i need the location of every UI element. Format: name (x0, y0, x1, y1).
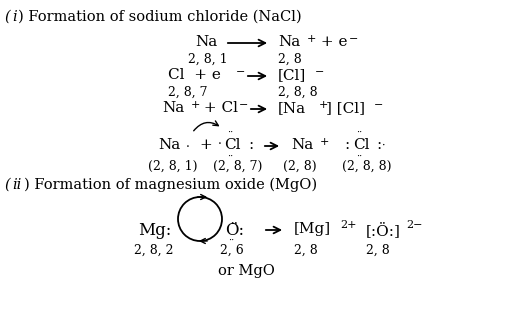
Text: 2, 8: 2, 8 (278, 53, 302, 66)
Text: ··: ·· (228, 236, 234, 245)
Text: Mg:: Mg: (138, 222, 171, 239)
Text: 2, 8: 2, 8 (366, 244, 390, 257)
Text: Cl: Cl (224, 138, 240, 152)
Text: −: − (315, 67, 324, 77)
Text: ) Formation of sodium chloride (NaCl): ) Formation of sodium chloride (NaCl) (18, 10, 302, 24)
Text: −: − (239, 100, 248, 110)
Text: 2+: 2+ (340, 220, 356, 230)
Text: (: ( (4, 178, 10, 192)
Text: Cl  + e: Cl + e (168, 68, 221, 82)
Text: Na: Na (162, 101, 184, 115)
Text: 2, 8, 1: 2, 8, 1 (188, 53, 228, 66)
Text: ··: ·· (356, 128, 362, 137)
Text: or MgO: or MgO (218, 264, 275, 278)
Text: +: + (199, 138, 212, 152)
Text: ·: · (382, 141, 385, 151)
Text: :: : (248, 138, 253, 152)
Text: −: − (236, 67, 245, 77)
Text: −: − (349, 34, 359, 44)
Text: + Cl: + Cl (199, 101, 238, 115)
Text: ) Formation of magnesium oxide (MgO): ) Formation of magnesium oxide (MgO) (24, 178, 317, 192)
Text: ] [Cl]: ] [Cl] (326, 101, 365, 115)
Text: 2, 8, 2: 2, 8, 2 (134, 244, 173, 257)
Text: 2, 8, 8: 2, 8, 8 (278, 86, 318, 99)
Text: i: i (12, 10, 17, 24)
Text: 2, 6: 2, 6 (220, 244, 244, 257)
Text: (2, 8): (2, 8) (283, 160, 317, 173)
Text: Na: Na (158, 138, 180, 152)
Text: [Mg]: [Mg] (294, 222, 331, 236)
Text: +: + (307, 34, 317, 44)
Text: [Na: [Na (278, 101, 306, 115)
Text: Na: Na (278, 35, 300, 49)
Text: :: : (376, 138, 381, 152)
Text: 2, 8: 2, 8 (294, 244, 318, 257)
Text: ii: ii (12, 178, 21, 192)
Text: (: ( (4, 10, 10, 24)
Text: Ö:: Ö: (225, 222, 244, 239)
Text: (2, 8, 8): (2, 8, 8) (342, 160, 392, 173)
Text: [Cl]: [Cl] (278, 68, 306, 82)
Text: 2−: 2− (406, 220, 423, 230)
Text: −: − (374, 100, 383, 110)
Text: ·: · (186, 141, 190, 154)
Text: + e: + e (316, 35, 348, 49)
Text: :: : (344, 138, 349, 152)
Text: ··: ·· (227, 128, 233, 137)
FancyArrowPatch shape (194, 121, 218, 131)
Text: +: + (320, 137, 329, 147)
Text: [:Ö:]: [:Ö:] (366, 222, 401, 238)
Text: ·: · (218, 138, 222, 151)
Text: +: + (191, 100, 201, 110)
Text: +: + (319, 100, 328, 110)
Text: ··: ·· (227, 152, 233, 161)
FancyArrowPatch shape (201, 238, 207, 243)
Text: ··: ·· (356, 152, 362, 161)
Text: (2, 8, 1): (2, 8, 1) (148, 160, 197, 173)
Text: (2, 8, 7): (2, 8, 7) (213, 160, 262, 173)
Text: Cl: Cl (353, 138, 370, 152)
Text: 2, 8, 7: 2, 8, 7 (168, 86, 207, 99)
Text: Na: Na (291, 138, 313, 152)
Text: Na: Na (195, 35, 217, 49)
FancyArrowPatch shape (198, 194, 206, 199)
